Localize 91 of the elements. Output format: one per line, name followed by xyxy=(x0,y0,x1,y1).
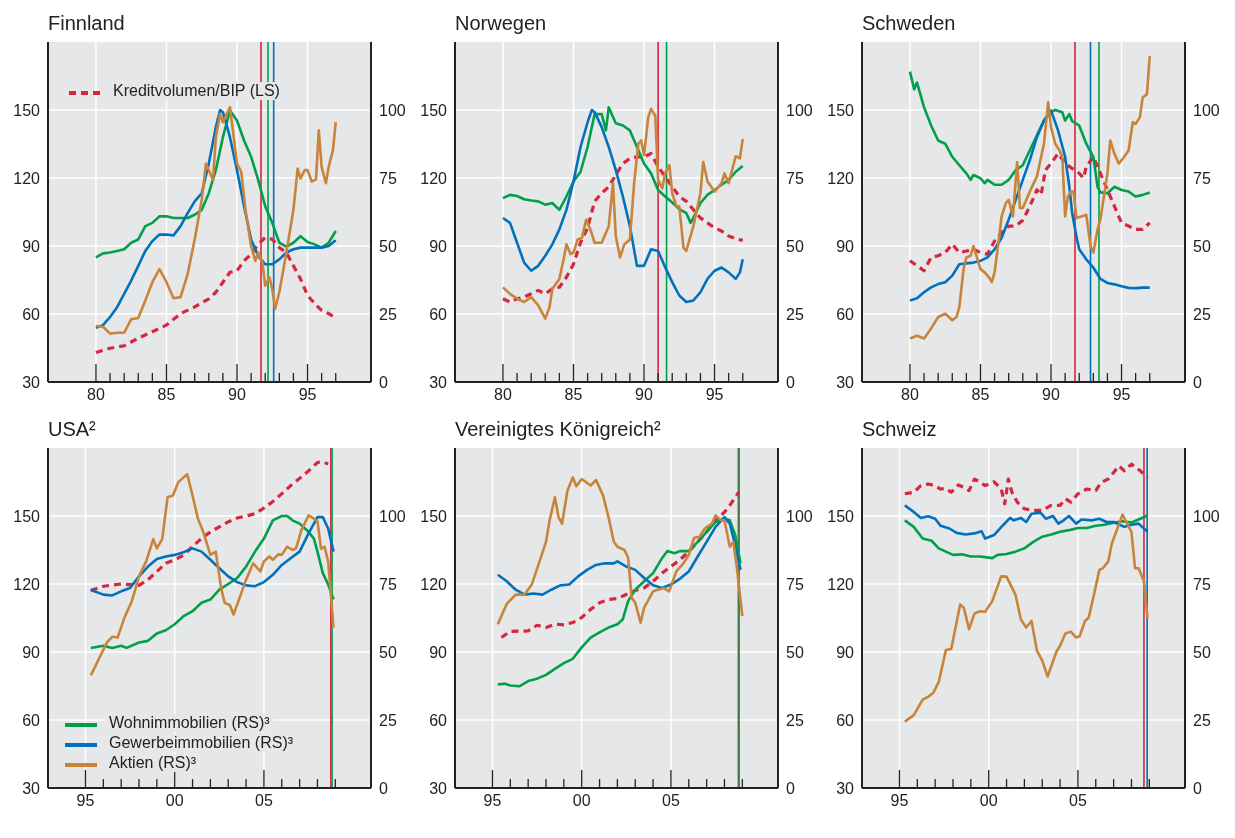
y-tick-label: 60 xyxy=(429,711,448,729)
y2-tick-label: 100 xyxy=(1193,507,1220,525)
y2-tick-label: 75 xyxy=(379,575,397,593)
legend-label: Wohnimmobilien (RS)³ xyxy=(106,714,273,732)
y2-tick-label: 25 xyxy=(786,711,804,729)
y-tick-label: 30 xyxy=(22,779,41,797)
x-tick-label: 95 xyxy=(890,792,909,809)
x-tick-label: 80 xyxy=(901,386,919,403)
y2-tick-label: 25 xyxy=(1193,711,1211,729)
y-tick-label: 60 xyxy=(429,305,448,323)
y2-tick-label: 100 xyxy=(1193,101,1220,119)
y2-tick-label: 100 xyxy=(786,101,813,119)
x-tick-label: 05 xyxy=(662,792,680,809)
y-tick-label: 60 xyxy=(22,305,41,323)
y-tick-label: 90 xyxy=(429,237,448,255)
y2-tick-label: 100 xyxy=(379,101,406,119)
x-tick-label: 05 xyxy=(1069,792,1087,809)
y2-tick-label: 75 xyxy=(786,575,804,593)
y2-tick-label: 50 xyxy=(379,237,397,255)
y-tick-label: 90 xyxy=(429,643,448,661)
x-tick-label: 90 xyxy=(1042,386,1060,403)
y2-tick-label: 0 xyxy=(1193,373,1202,391)
y-tick-label: 150 xyxy=(827,507,855,525)
chart-title: Schweden xyxy=(861,11,957,36)
chart-title: Norwegen xyxy=(454,11,548,36)
y-tick-label: 30 xyxy=(429,779,448,797)
x-tick-label: 85 xyxy=(564,386,583,403)
y-tick-label: 120 xyxy=(827,169,855,187)
y2-tick-label: 50 xyxy=(1193,643,1211,661)
x-tick-label: 95 xyxy=(76,792,95,809)
y-tick-label: 120 xyxy=(827,575,855,593)
y2-tick-label: 0 xyxy=(1193,779,1202,797)
y-tick-label: 60 xyxy=(22,711,41,729)
y2-tick-label: 75 xyxy=(786,169,804,187)
y-tick-label: 30 xyxy=(836,779,855,797)
chart-title: Vereinigtes Königreich² xyxy=(454,417,662,442)
y2-tick-label: 100 xyxy=(786,507,813,525)
y-tick-label: 150 xyxy=(420,101,448,119)
y2-tick-label: 50 xyxy=(379,643,397,661)
x-tick-label: 00 xyxy=(572,792,591,809)
y-tick-label: 90 xyxy=(836,643,855,661)
y-tick-label: 90 xyxy=(836,237,855,255)
y-tick-label: 90 xyxy=(22,643,41,661)
x-tick-label: 90 xyxy=(228,386,246,403)
x-tick-label: 00 xyxy=(165,792,184,809)
x-tick-label: 90 xyxy=(635,386,653,403)
y2-tick-label: 25 xyxy=(379,305,397,323)
y2-tick-label: 0 xyxy=(786,779,795,797)
y2-tick-label: 50 xyxy=(786,237,804,255)
x-tick-label: 80 xyxy=(87,386,105,403)
y2-tick-label: 75 xyxy=(379,169,397,187)
legend-label: Gewerbeimmobilien (RS)³ xyxy=(106,734,297,752)
y2-tick-label: 25 xyxy=(1193,305,1211,323)
y-tick-label: 150 xyxy=(420,507,448,525)
chart-title: USA² xyxy=(47,417,97,442)
y-tick-label: 120 xyxy=(420,575,448,593)
y-tick-label: 60 xyxy=(836,711,855,729)
y2-tick-label: 50 xyxy=(786,643,804,661)
y2-tick-label: 75 xyxy=(1193,575,1211,593)
x-tick-label: 95 xyxy=(1112,386,1131,403)
y2-tick-label: 25 xyxy=(786,305,804,323)
y-tick-label: 150 xyxy=(13,507,41,525)
y2-tick-label: 0 xyxy=(379,779,388,797)
y-tick-label: 120 xyxy=(420,169,448,187)
y-tick-label: 30 xyxy=(429,373,448,391)
x-tick-label: 85 xyxy=(971,386,990,403)
x-tick-label: 85 xyxy=(157,386,176,403)
y-tick-label: 30 xyxy=(22,373,41,391)
y-tick-label: 90 xyxy=(22,237,41,255)
y-tick-label: 150 xyxy=(827,101,855,119)
x-tick-label: 00 xyxy=(979,792,998,809)
y2-tick-label: 25 xyxy=(379,711,397,729)
y2-tick-label: 0 xyxy=(786,373,795,391)
y2-tick-label: 50 xyxy=(1193,237,1211,255)
y-tick-label: 30 xyxy=(836,373,855,391)
x-tick-label: 95 xyxy=(705,386,724,403)
y-tick-label: 150 xyxy=(13,101,41,119)
legend-label: Aktien (RS)³ xyxy=(106,754,200,772)
x-tick-label: 95 xyxy=(298,386,317,403)
x-tick-label: 80 xyxy=(494,386,512,403)
y-tick-label: 120 xyxy=(13,575,41,593)
y2-tick-label: 100 xyxy=(379,507,406,525)
x-tick-label: 05 xyxy=(255,792,273,809)
y2-tick-label: 75 xyxy=(1193,169,1211,187)
y-tick-label: 60 xyxy=(836,305,855,323)
y-tick-label: 120 xyxy=(13,169,41,187)
chart-title: Schweiz xyxy=(861,417,938,442)
chart-title: Finnland xyxy=(47,11,126,36)
legend-label: Kreditvolumen/BIP (LS) xyxy=(110,82,283,100)
x-tick-label: 95 xyxy=(483,792,502,809)
y2-tick-label: 0 xyxy=(379,373,388,391)
